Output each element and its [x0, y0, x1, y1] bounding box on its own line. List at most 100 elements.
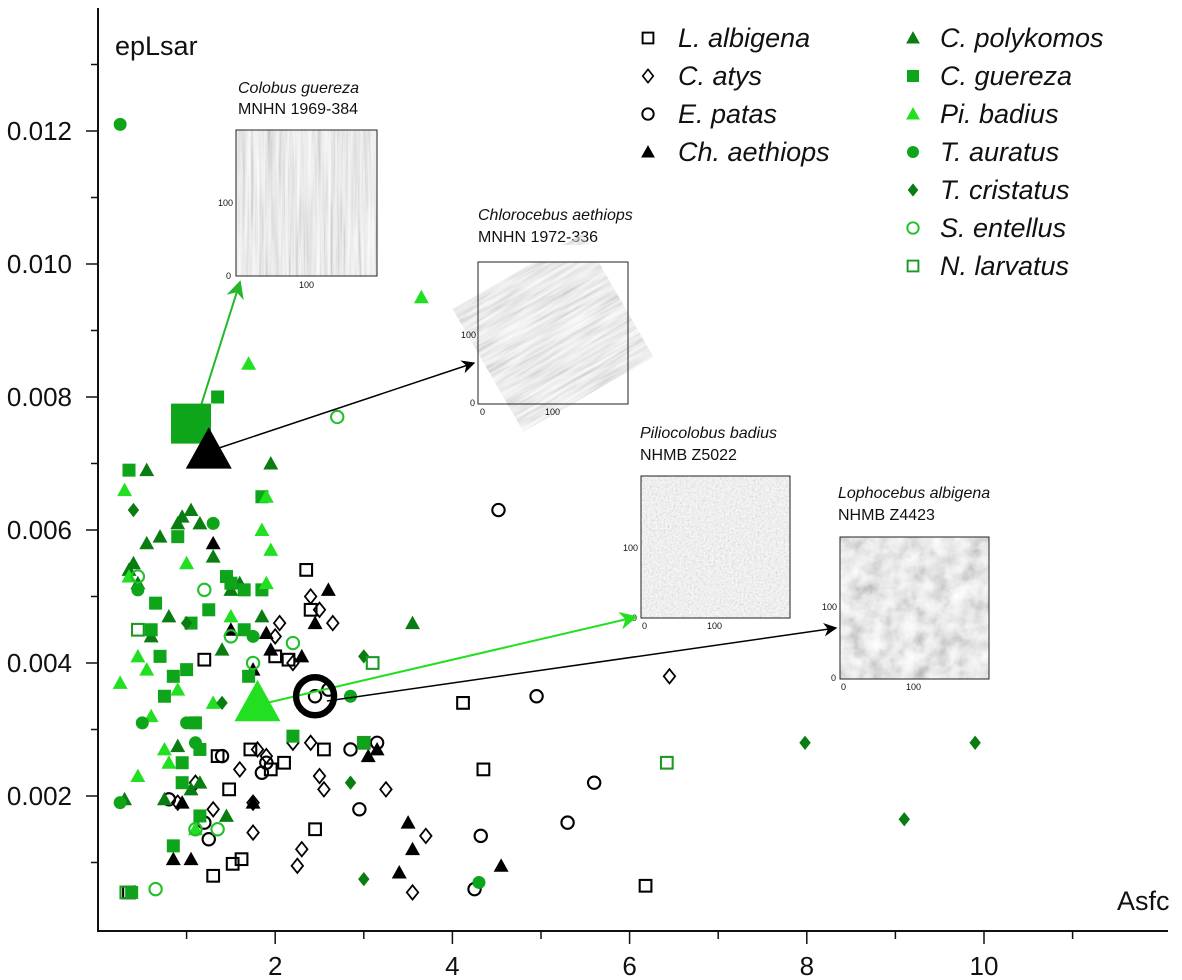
legend-marker-c-polykomos: [906, 31, 920, 44]
point-c-guereza: [237, 623, 251, 637]
inset-surface-image: [452, 234, 654, 432]
x-axis-ticks: 2 4 6 8 10: [185, 931, 1074, 980]
point-c-atys: [290, 857, 305, 875]
legend-label-e-patas: E. patas: [678, 99, 777, 129]
inset-tick: 0: [831, 673, 836, 683]
point-e-patas: [529, 689, 544, 704]
point-t-cristatus: [344, 775, 357, 790]
point-n-larvatus: [130, 622, 145, 637]
inset-arrows: [197, 280, 838, 705]
scatter-points: [112, 117, 981, 901]
point-ch-aethiops: [400, 815, 416, 829]
inset-tick: 100: [623, 543, 638, 553]
y-tick-label: 0.010: [7, 249, 72, 279]
point-pi-badius: [156, 741, 172, 756]
point-n-larvatus: [365, 656, 380, 670]
point-c-polykomos: [139, 535, 155, 550]
point-c-guereza: [211, 390, 225, 404]
inset-tick: 0: [841, 682, 846, 692]
point-c-atys: [303, 587, 318, 606]
inset-specimen: MNHN 1972-336: [478, 229, 598, 246]
point-pi-badius: [187, 821, 203, 836]
point-c-atys: [418, 827, 433, 845]
point-c-atys: [662, 667, 677, 685]
inset-colobus-guereza: Colobus guereza MNHN 1969-384 0 100 100: [218, 80, 378, 290]
point-e-patas: [473, 828, 488, 844]
legend-marker-e-patas: [641, 107, 655, 121]
legend-marker-ch-aethiops: [641, 145, 655, 158]
point-l-albigena: [197, 652, 212, 667]
legend-marker-t-auratus: [907, 146, 919, 158]
point-c-atys: [317, 780, 331, 798]
point-c-atys: [303, 734, 318, 752]
point-t-cristatus: [799, 735, 811, 750]
point-ch-aethiops: [320, 582, 336, 596]
point-e-patas: [254, 765, 270, 780]
legend-label-pi-badius: Pi. badius: [940, 99, 1059, 129]
point-pi-badius: [205, 695, 221, 709]
point-c-polykomos: [183, 781, 199, 796]
legend: L. albigena C. atys E. patas Ch. aethiops C.…: [641, 23, 1104, 281]
point-l-albigena: [222, 782, 237, 797]
point-c-guereza: [224, 576, 238, 590]
legend-marker-l-albigena: [641, 31, 655, 45]
point-e-patas: [586, 775, 602, 790]
inset-tick: 100: [906, 682, 921, 692]
point-c-atys: [379, 780, 393, 798]
point-t-cristatus: [180, 615, 193, 631]
point-l-albigena: [317, 742, 331, 757]
highlight-lophocebus-albigena: [292, 674, 338, 719]
point-pi-badius: [223, 608, 239, 623]
point-ch-aethiops: [183, 851, 199, 866]
legend-marker-c-guereza: [907, 70, 919, 82]
point-t-cristatus: [127, 502, 140, 518]
point-c-atys: [232, 760, 247, 778]
point-c-guereza: [157, 689, 171, 703]
point-c-polykomos: [214, 642, 230, 656]
point-n-larvatus: [356, 735, 371, 750]
point-ch-aethiops: [174, 795, 190, 809]
point-pi-badius: [170, 682, 186, 696]
inset-surface-image: [641, 476, 790, 618]
point-c-atys: [250, 740, 265, 759]
point-c-polykomos: [405, 615, 421, 630]
point-ch-aethiops: [263, 642, 279, 656]
point-ch-aethiops: [307, 615, 323, 630]
point-l-albigena: [234, 852, 249, 867]
inset-title: Piliocolobus badius: [640, 425, 777, 442]
arrow-piliocolobus-badius: [261, 611, 638, 705]
point-t-auratus: [180, 716, 194, 730]
point-e-patas: [307, 689, 323, 704]
point-c-polykomos: [205, 549, 221, 563]
point-s-entellus: [130, 569, 146, 584]
point-l-albigena: [206, 868, 221, 883]
point-c-polykomos: [192, 515, 208, 530]
point-c-polykomos: [254, 608, 270, 623]
point-pi-badius: [161, 755, 177, 769]
point-e-patas: [352, 802, 367, 817]
legend-label-n-larvatus: N. larvatus: [940, 251, 1069, 281]
point-c-guereza: [149, 596, 163, 610]
point-c-polykomos: [218, 808, 234, 822]
point-pi-badius: [241, 356, 257, 370]
legend-label-c-polykomos: C. polykomos: [940, 23, 1104, 53]
point-c-polykomos: [125, 555, 141, 570]
point-t-auratus: [472, 875, 486, 889]
point-pi-badius: [254, 522, 270, 536]
legend-marker-pi-badius: [906, 107, 920, 120]
point-c-atys: [246, 824, 260, 842]
point-t-cristatus: [216, 695, 228, 711]
y-tick-label: 0.012: [7, 116, 72, 146]
inset-title: Lophocebus albigena: [838, 485, 990, 502]
point-pi-badius: [413, 289, 429, 304]
legend-marker-s-entellus: [906, 221, 920, 235]
point-l-albigena: [299, 563, 314, 577]
point-ch-aethiops: [493, 858, 509, 872]
point-l-albigena: [225, 856, 240, 871]
legend-label-ch-aethiops: Ch. aethiops: [678, 137, 830, 167]
point-c-atys: [206, 800, 221, 818]
point-l-albigena: [243, 742, 258, 757]
y-tick-label: 0.002: [7, 781, 72, 811]
x-tick-label: 6: [622, 951, 636, 980]
highlight-piliocolobus-badius: [234, 679, 281, 722]
